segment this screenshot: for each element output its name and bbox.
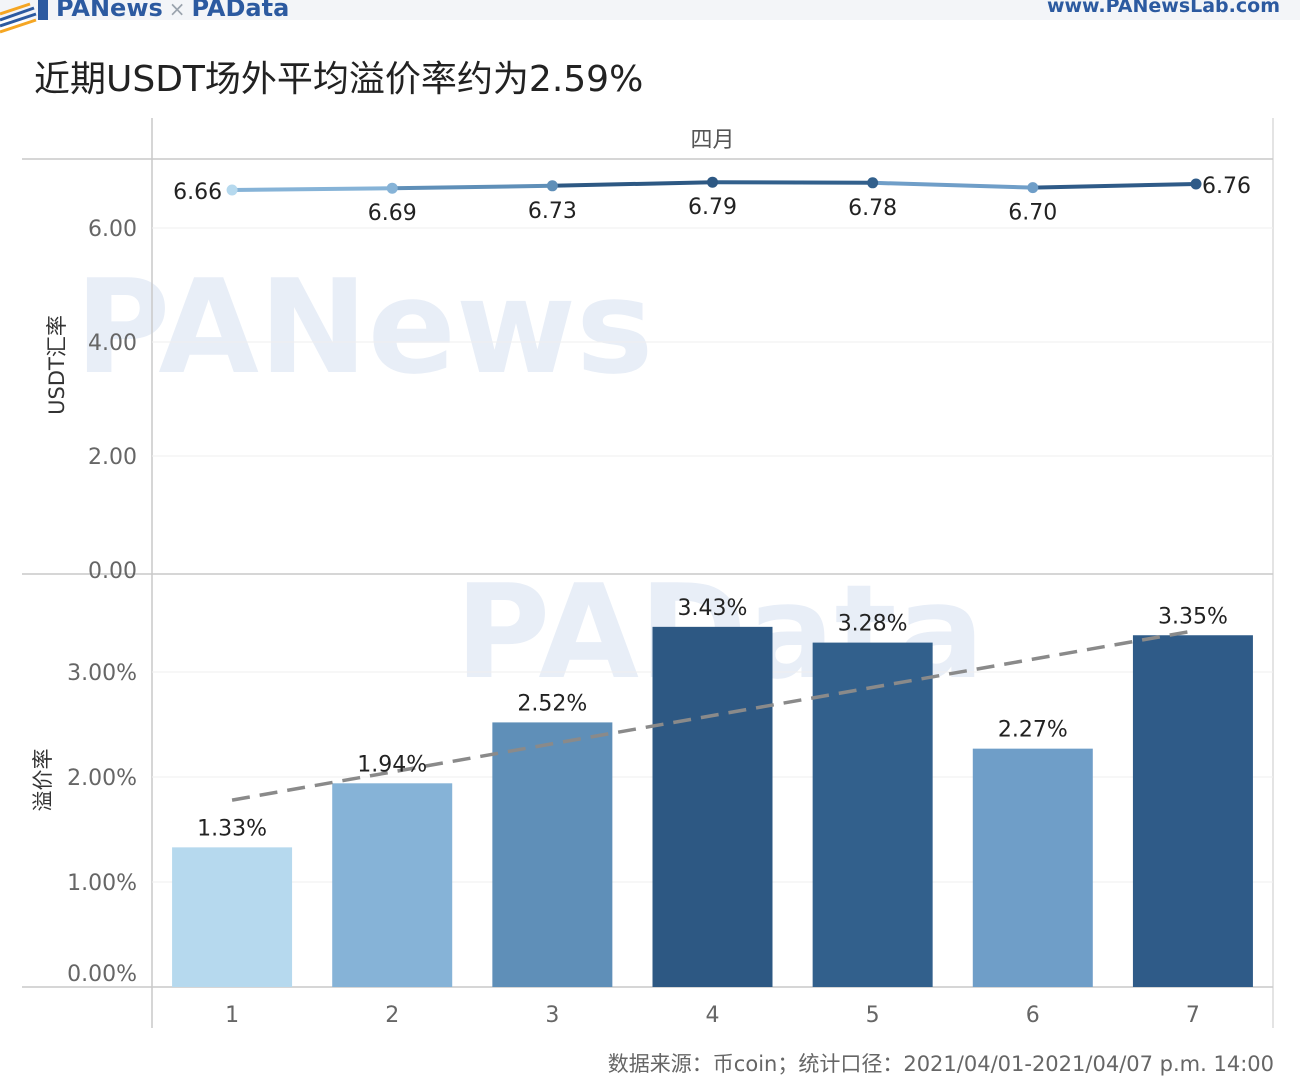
- top-y-axis-label: USDT汇率: [45, 315, 69, 415]
- x-tick-label: 7: [1186, 1003, 1200, 1028]
- bottom-y-tick-label: 2.00%: [67, 766, 137, 791]
- page-title: 近期USDT场外平均溢价率约为2.59%: [34, 59, 644, 100]
- bar-data-label: 3.35%: [1158, 604, 1228, 629]
- trend-line: [231, 629, 1194, 802]
- bar: [812, 642, 933, 987]
- panews-logo-icon: [0, 0, 48, 34]
- bottom-y-tick-label: 1.00%: [67, 871, 137, 896]
- watermark-panews: PANews: [75, 251, 653, 403]
- bar: [492, 722, 613, 987]
- top-y-tick-label: 4.00: [88, 331, 137, 356]
- x-tick-label: 6: [1026, 1003, 1040, 1028]
- line-point: [386, 182, 398, 194]
- brand-sep: ×: [168, 0, 186, 21]
- line-point: [546, 180, 558, 192]
- line-segment: [870, 180, 1035, 190]
- bar: [652, 626, 773, 987]
- top-y-tick-label: 0.00: [88, 559, 137, 584]
- bar: [1132, 635, 1253, 987]
- line-segment: [230, 186, 395, 192]
- bar: [332, 783, 453, 987]
- bar-data-label: 2.52%: [517, 691, 587, 716]
- x-tick-label: 4: [706, 1003, 720, 1028]
- line-point: [707, 176, 718, 188]
- line-point: [867, 177, 879, 189]
- line-data-label: 6.76: [1202, 174, 1251, 199]
- line-point: [1190, 178, 1202, 190]
- bar: [972, 748, 1093, 987]
- line-data-label: 6.79: [688, 195, 737, 220]
- brand-left: PANews: [56, 0, 163, 22]
- line-segment: [390, 183, 555, 191]
- bottom-y-tick-label: 3.00%: [67, 661, 137, 686]
- line-segment: [1030, 182, 1198, 190]
- top-y-tick-label: 2.00: [88, 445, 137, 470]
- line-data-label: 6.69: [368, 201, 417, 226]
- x-tick-label: 3: [545, 1003, 559, 1028]
- bar: [172, 847, 293, 987]
- brand-logo-text: PANews × PAData: [56, 0, 289, 22]
- line-point: [226, 184, 238, 196]
- bar-data-label: 3.28%: [838, 612, 908, 637]
- line-data-label: 6.78: [848, 196, 897, 221]
- line-data-label: 6.66: [173, 180, 222, 205]
- line-data-label: 6.73: [528, 199, 577, 224]
- bottom-y-axis-label: 溢价率: [31, 749, 55, 812]
- panel-title: 四月: [690, 128, 734, 153]
- x-tick-label: 2: [385, 1003, 399, 1028]
- chart-canvas: PANewsPAData 1.33%1.94%2.52%3.43%3.28%2.…: [22, 118, 1274, 1028]
- bottom-y-tick-label: 0.00%: [67, 962, 137, 987]
- bar-data-label: 3.43%: [678, 596, 748, 621]
- line-data-label: 6.70: [1008, 201, 1057, 226]
- bar-data-label: 1.94%: [357, 752, 427, 777]
- header-bar: [0, 0, 1300, 20]
- top-y-tick-label: 6.00: [88, 217, 137, 242]
- bar-data-label: 2.27%: [998, 718, 1068, 743]
- line-segment: [710, 180, 875, 185]
- brand-right: PAData: [191, 0, 290, 22]
- line-segment: [550, 180, 715, 188]
- line-point: [1027, 182, 1039, 194]
- source-note: 数据来源：币coin；统计口径：2021/04/01-2021/04/07 p.…: [607, 1052, 1274, 1076]
- x-tick-label: 5: [866, 1003, 880, 1028]
- site-url: www.PANewsLab.com: [1046, 0, 1280, 17]
- bar-data-label: 1.33%: [197, 816, 267, 841]
- x-tick-label: 1: [225, 1003, 239, 1028]
